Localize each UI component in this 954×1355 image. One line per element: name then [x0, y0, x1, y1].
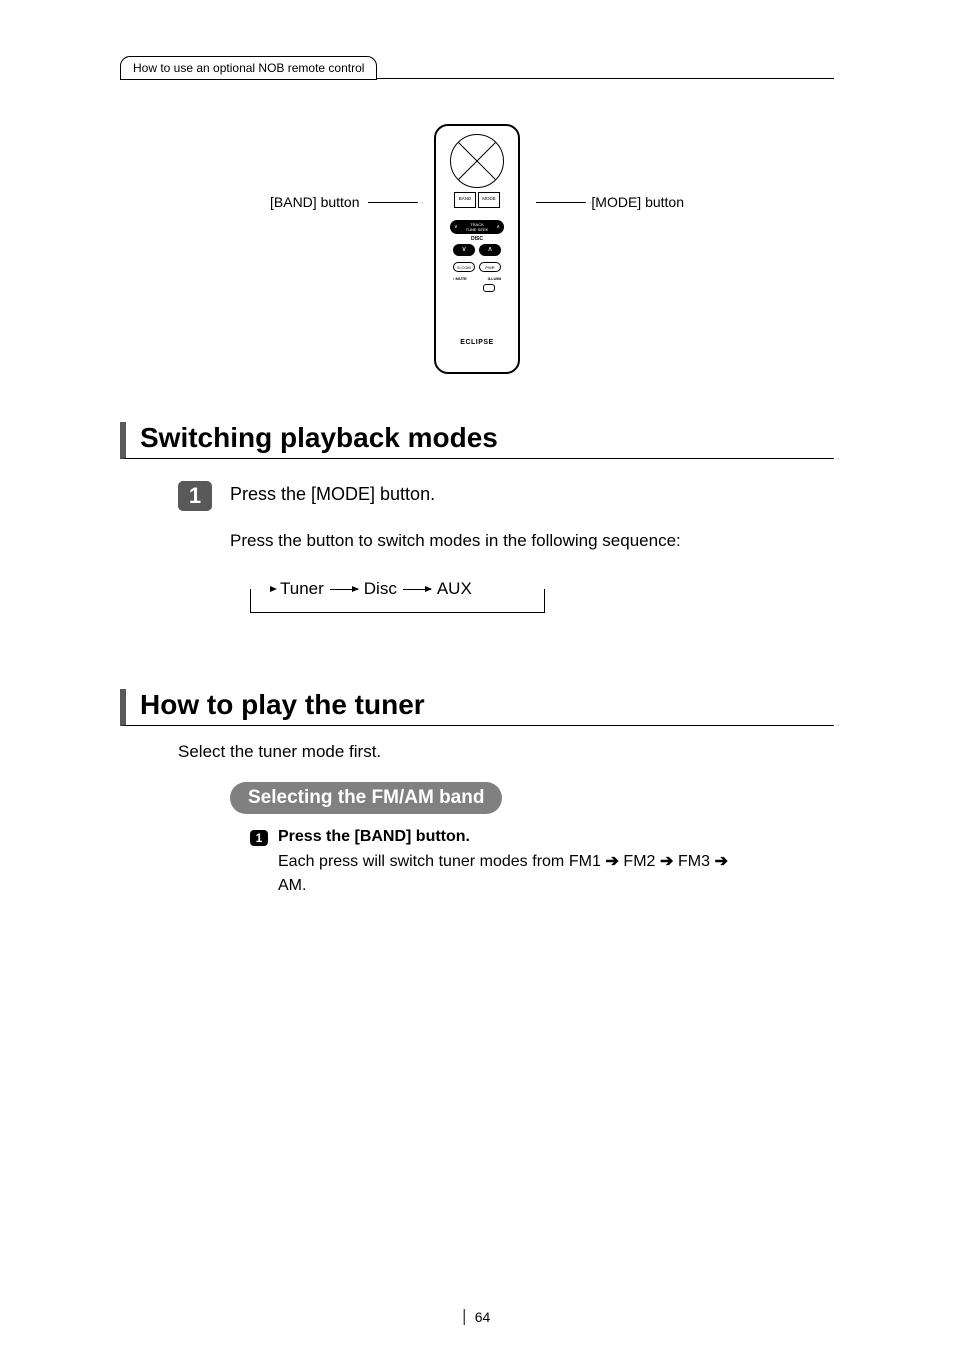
pwr-button: PWR: [479, 262, 501, 272]
page-tab-header: How to use an optional NOB remote contro…: [120, 56, 377, 80]
band-mode-row: BAND MODE: [454, 192, 500, 208]
illum-label: ILLUMI: [488, 276, 501, 281]
remote-diagram: [BAND] button [MODE] button BAND MODE ∨ …: [120, 124, 834, 394]
sequence-tuner: Tuner: [280, 579, 324, 599]
substep-1-row: 1 Press the [BAND] button.: [250, 828, 834, 846]
sub-body-part2: FM2: [619, 853, 660, 870]
remote-dpad: [450, 134, 504, 188]
section-heading-switching: Switching playback modes: [120, 422, 834, 459]
arrow-icon: ➔: [715, 853, 728, 870]
step-1-row: 1 Press the [MODE] button.: [178, 481, 834, 511]
arrow-icon: ➔: [660, 853, 673, 870]
track-bar: ∨ TRACKTUNE SEEK ∧: [450, 220, 504, 234]
band-button-callout: [BAND] button: [270, 194, 360, 210]
arrow-icon: ➔: [605, 853, 618, 870]
sequence-arrow-icon: [330, 589, 358, 590]
remote-brand: ECLIPSE: [460, 339, 493, 346]
sub-body-part3: FM3: [673, 853, 714, 870]
disc-down-button: ∨: [453, 244, 475, 256]
sequence-start-arrow-icon: [270, 586, 277, 592]
track-right-icon: ∧: [496, 220, 500, 234]
mute-illum-labels: • MUTE ILLUMI: [453, 276, 501, 281]
sub-body-part4: AM.: [278, 877, 306, 894]
mode-sequence-diagram: Tuner Disc AUX: [250, 579, 550, 629]
callout-line-right: [536, 202, 586, 203]
disc-label: DISC: [471, 236, 483, 242]
step-1-instruction: Press the [MODE] button.: [230, 484, 435, 505]
ecom-row: E-COM PWR: [453, 262, 501, 272]
track-left-icon: ∨: [454, 220, 458, 234]
sequence-disc: Disc: [364, 579, 397, 599]
illum-button: [483, 284, 495, 292]
sequence-aux: AUX: [437, 579, 472, 599]
section-heading-tuner: How to play the tuner: [120, 689, 834, 726]
ecom-button: E-COM: [453, 262, 475, 272]
subsection-pill-heading: Selecting the FM/AM band: [230, 782, 502, 814]
mute-label: • MUTE: [453, 276, 467, 281]
callout-line-left: [368, 202, 418, 203]
step-1-number: 1: [178, 481, 212, 511]
page-number: 64: [464, 1309, 491, 1325]
step-1-description: Press the button to switch modes in the …: [230, 531, 834, 551]
tuner-intro-text: Select the tuner mode first.: [178, 742, 834, 762]
sub-body-part1: Each press will switch tuner modes from …: [278, 853, 605, 870]
substep-1-number: 1: [250, 830, 268, 846]
substep-1-title: Press the [BAND] button.: [278, 828, 470, 846]
remote-outline: BAND MODE ∨ TRACKTUNE SEEK ∧ DISC ∨ ∧ E-…: [434, 124, 520, 374]
disc-row: ∨ ∧: [453, 244, 501, 256]
band-button: BAND: [454, 192, 476, 208]
track-center-label: TRACKTUNE SEEK: [466, 222, 489, 232]
substep-1-body: Each press will switch tuner modes from …: [278, 850, 728, 898]
mode-button-callout: [MODE] button: [591, 194, 684, 210]
mode-button: MODE: [478, 192, 500, 208]
disc-up-button: ∧: [479, 244, 501, 256]
sequence-arrow-icon: [403, 589, 431, 590]
